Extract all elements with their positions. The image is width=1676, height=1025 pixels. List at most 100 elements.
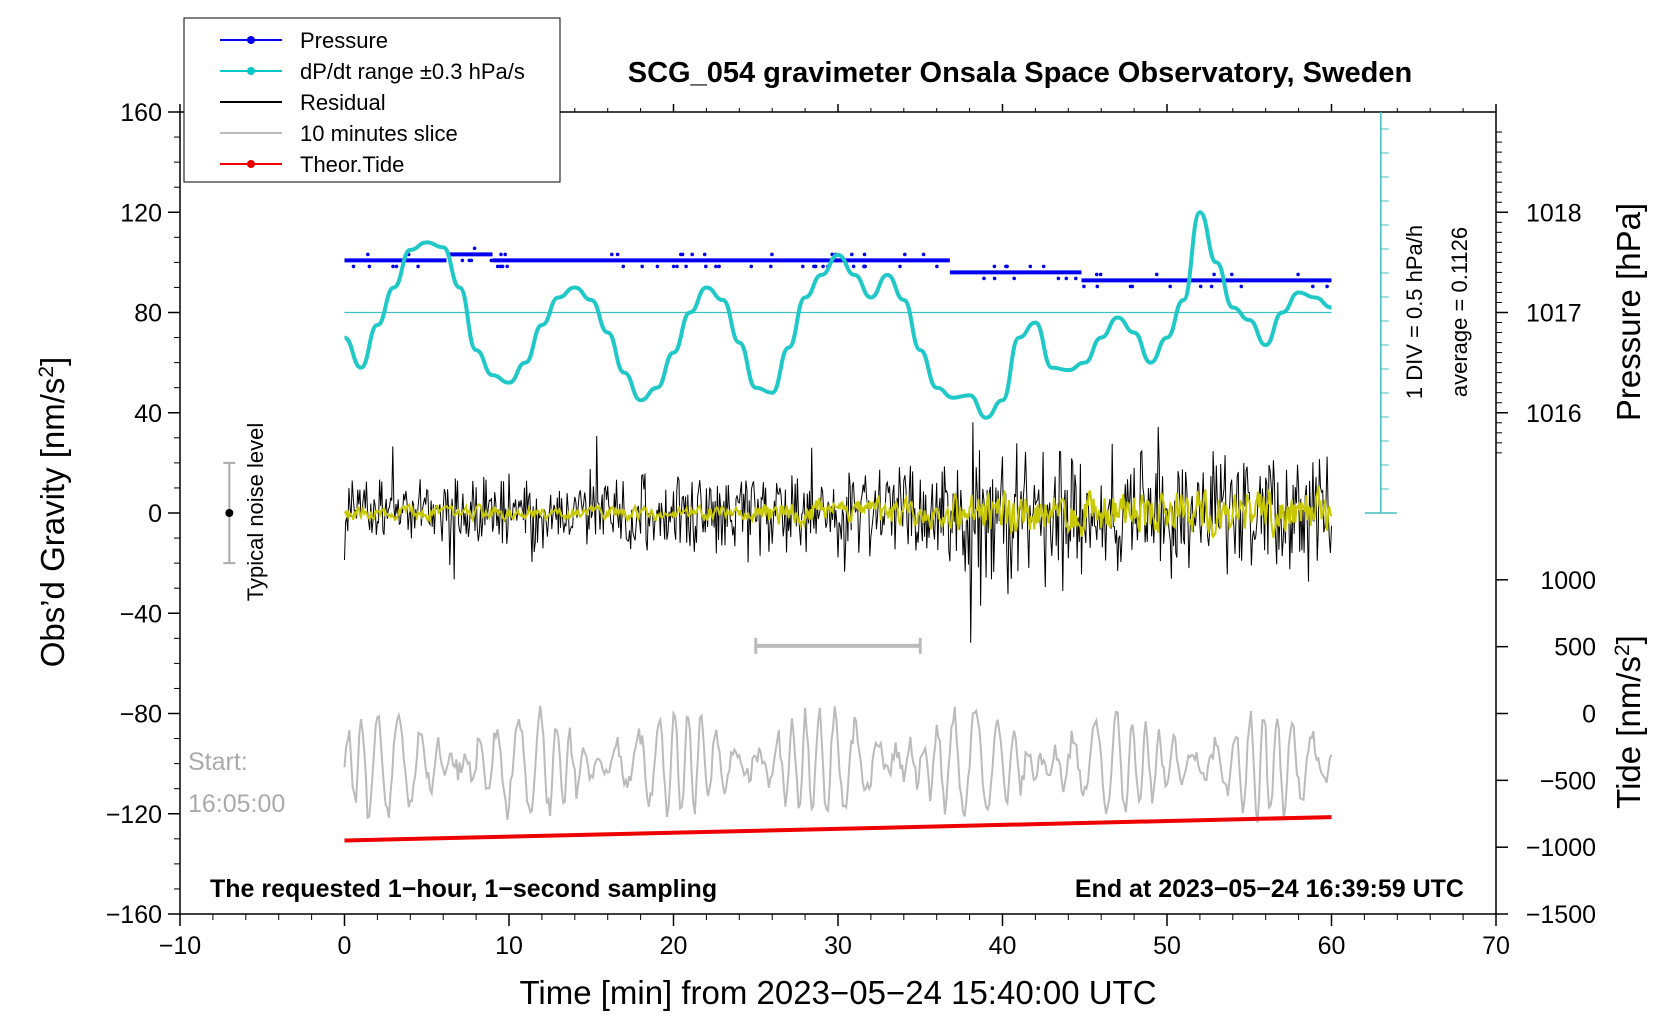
pressure-point [1041,264,1046,269]
pressure-tick-label: 1018 [1526,199,1582,227]
legend-marker [247,160,255,168]
pressure-point [821,264,825,269]
pressure-point [921,252,926,257]
pressure-point [1239,284,1244,289]
pressure-tick-label: 1017 [1526,300,1582,328]
pressure-point [714,264,718,269]
pressure-point [394,264,399,269]
y-tick-label: 80 [134,300,162,328]
pressure-point [749,264,754,269]
y-tick-label: −160 [106,901,162,929]
pressure-point [801,264,805,269]
pressure-point [1168,284,1172,289]
pressure-point [1098,272,1103,277]
tide-line [344,815,1332,843]
legend-label: dP/dt range ±0.3 hPa/s [300,59,525,84]
pressure-point [489,258,494,263]
pressure-point [391,264,395,269]
residual-line [344,422,1332,643]
pressure-point [717,264,721,269]
pressure-point [1198,284,1203,289]
pressure-point [1074,276,1078,281]
slice-layer [343,637,1333,823]
pressure-point [1082,284,1086,289]
pressure-point [992,264,997,269]
pressure-point [862,252,867,257]
y-tick-label: 0 [148,500,162,528]
dpdt-average-label: average = 0.1126 [1447,227,1472,397]
pressure-point [1128,284,1133,289]
pressure-point [351,264,356,269]
residual-smoothed-line [343,485,1333,540]
start-label: Start: [188,748,248,776]
pressure-point [640,264,644,269]
pressure-point [1296,272,1300,277]
y-axis-title-pressure: Pressure [hPa] [1610,203,1647,421]
pressure-point [621,264,626,269]
pressure-tick-label: 1016 [1526,400,1582,428]
tide-tick-label: −1500 [1526,901,1596,929]
pressure-point [1056,276,1061,281]
pressure-point [1325,284,1329,289]
residual-layer [343,422,1333,643]
legend: Pressure dP/dt range ±0.3 hPa/s Residual 10… [183,17,561,183]
tide-tick-label: −1000 [1526,834,1596,862]
pressure-point [505,264,510,269]
dpdt-scale-label: 1 DIV = 0.5 hPa/h [1402,225,1427,399]
chart-title: SCG_054 gravimeter Onsala Space Observat… [628,57,1412,89]
pressure-point [472,246,477,251]
tide-tick-label: 0 [1582,701,1596,729]
pressure-point [862,264,866,269]
tick-layer: −10 0 10 20 30 40 50 60 70 160 120 80 40 0 −40 −80 −120 −… [106,99,1596,960]
legend-label: Pressure [300,28,388,53]
pressure-point [690,252,694,257]
x-tick-label: 20 [660,932,688,960]
tide-tick-label: 1000 [1540,567,1596,595]
dpdt-line [343,210,1332,420]
x-tick-label: 50 [1153,932,1181,960]
y-axis-title-tide: Tide [nm/s2] [1610,635,1647,809]
x-tick-label: 40 [989,932,1017,960]
slice-line [343,705,1333,823]
pressure-point [1230,272,1234,277]
y-tick-label: −80 [120,701,162,729]
pressure-point [898,264,902,269]
legend-marker [247,36,255,44]
pressure-point [366,252,370,257]
pressure-point [982,276,986,281]
pressure-point [679,252,683,257]
x-tick-label: 10 [495,932,523,960]
pressure-point [1005,264,1009,269]
pressure-point [1154,272,1159,277]
pressure-point [367,264,372,269]
legend-label: Residual [300,90,386,115]
pressure-point [495,264,500,269]
pressure-point [903,252,907,257]
y-tick-label: −40 [120,600,162,628]
pressure-point [499,252,503,257]
footer-right-note: End at 2023−05−24 16:39:59 UTC [1075,875,1464,903]
pressure-point [935,264,939,269]
noise-point [225,509,234,517]
series-layer [223,210,1332,843]
x-tick-label: −10 [159,932,201,960]
x-axis-title: Time [min] from 2023−05−24 15:40:00 UTC [519,974,1156,1011]
pressure-point [416,264,420,269]
legend-label: 10 minutes slice [300,121,458,146]
legend-marker [247,67,255,75]
y-tick-label: 160 [120,99,162,127]
pressure-point [770,252,774,257]
pressure-point [610,252,614,257]
pressure-point [1028,264,1033,269]
pressure-point [850,252,854,257]
noise-level-label: Typical noise level [243,423,268,602]
pressure-point [769,264,773,269]
pressure-point [615,252,620,257]
pressure-point [992,276,997,281]
footer-left-note: The requested 1−hour, 1−second sampling [210,875,717,903]
pressure-point [1095,284,1100,289]
tide-tick-label: −500 [1540,767,1596,795]
pressure-point [1311,284,1315,289]
